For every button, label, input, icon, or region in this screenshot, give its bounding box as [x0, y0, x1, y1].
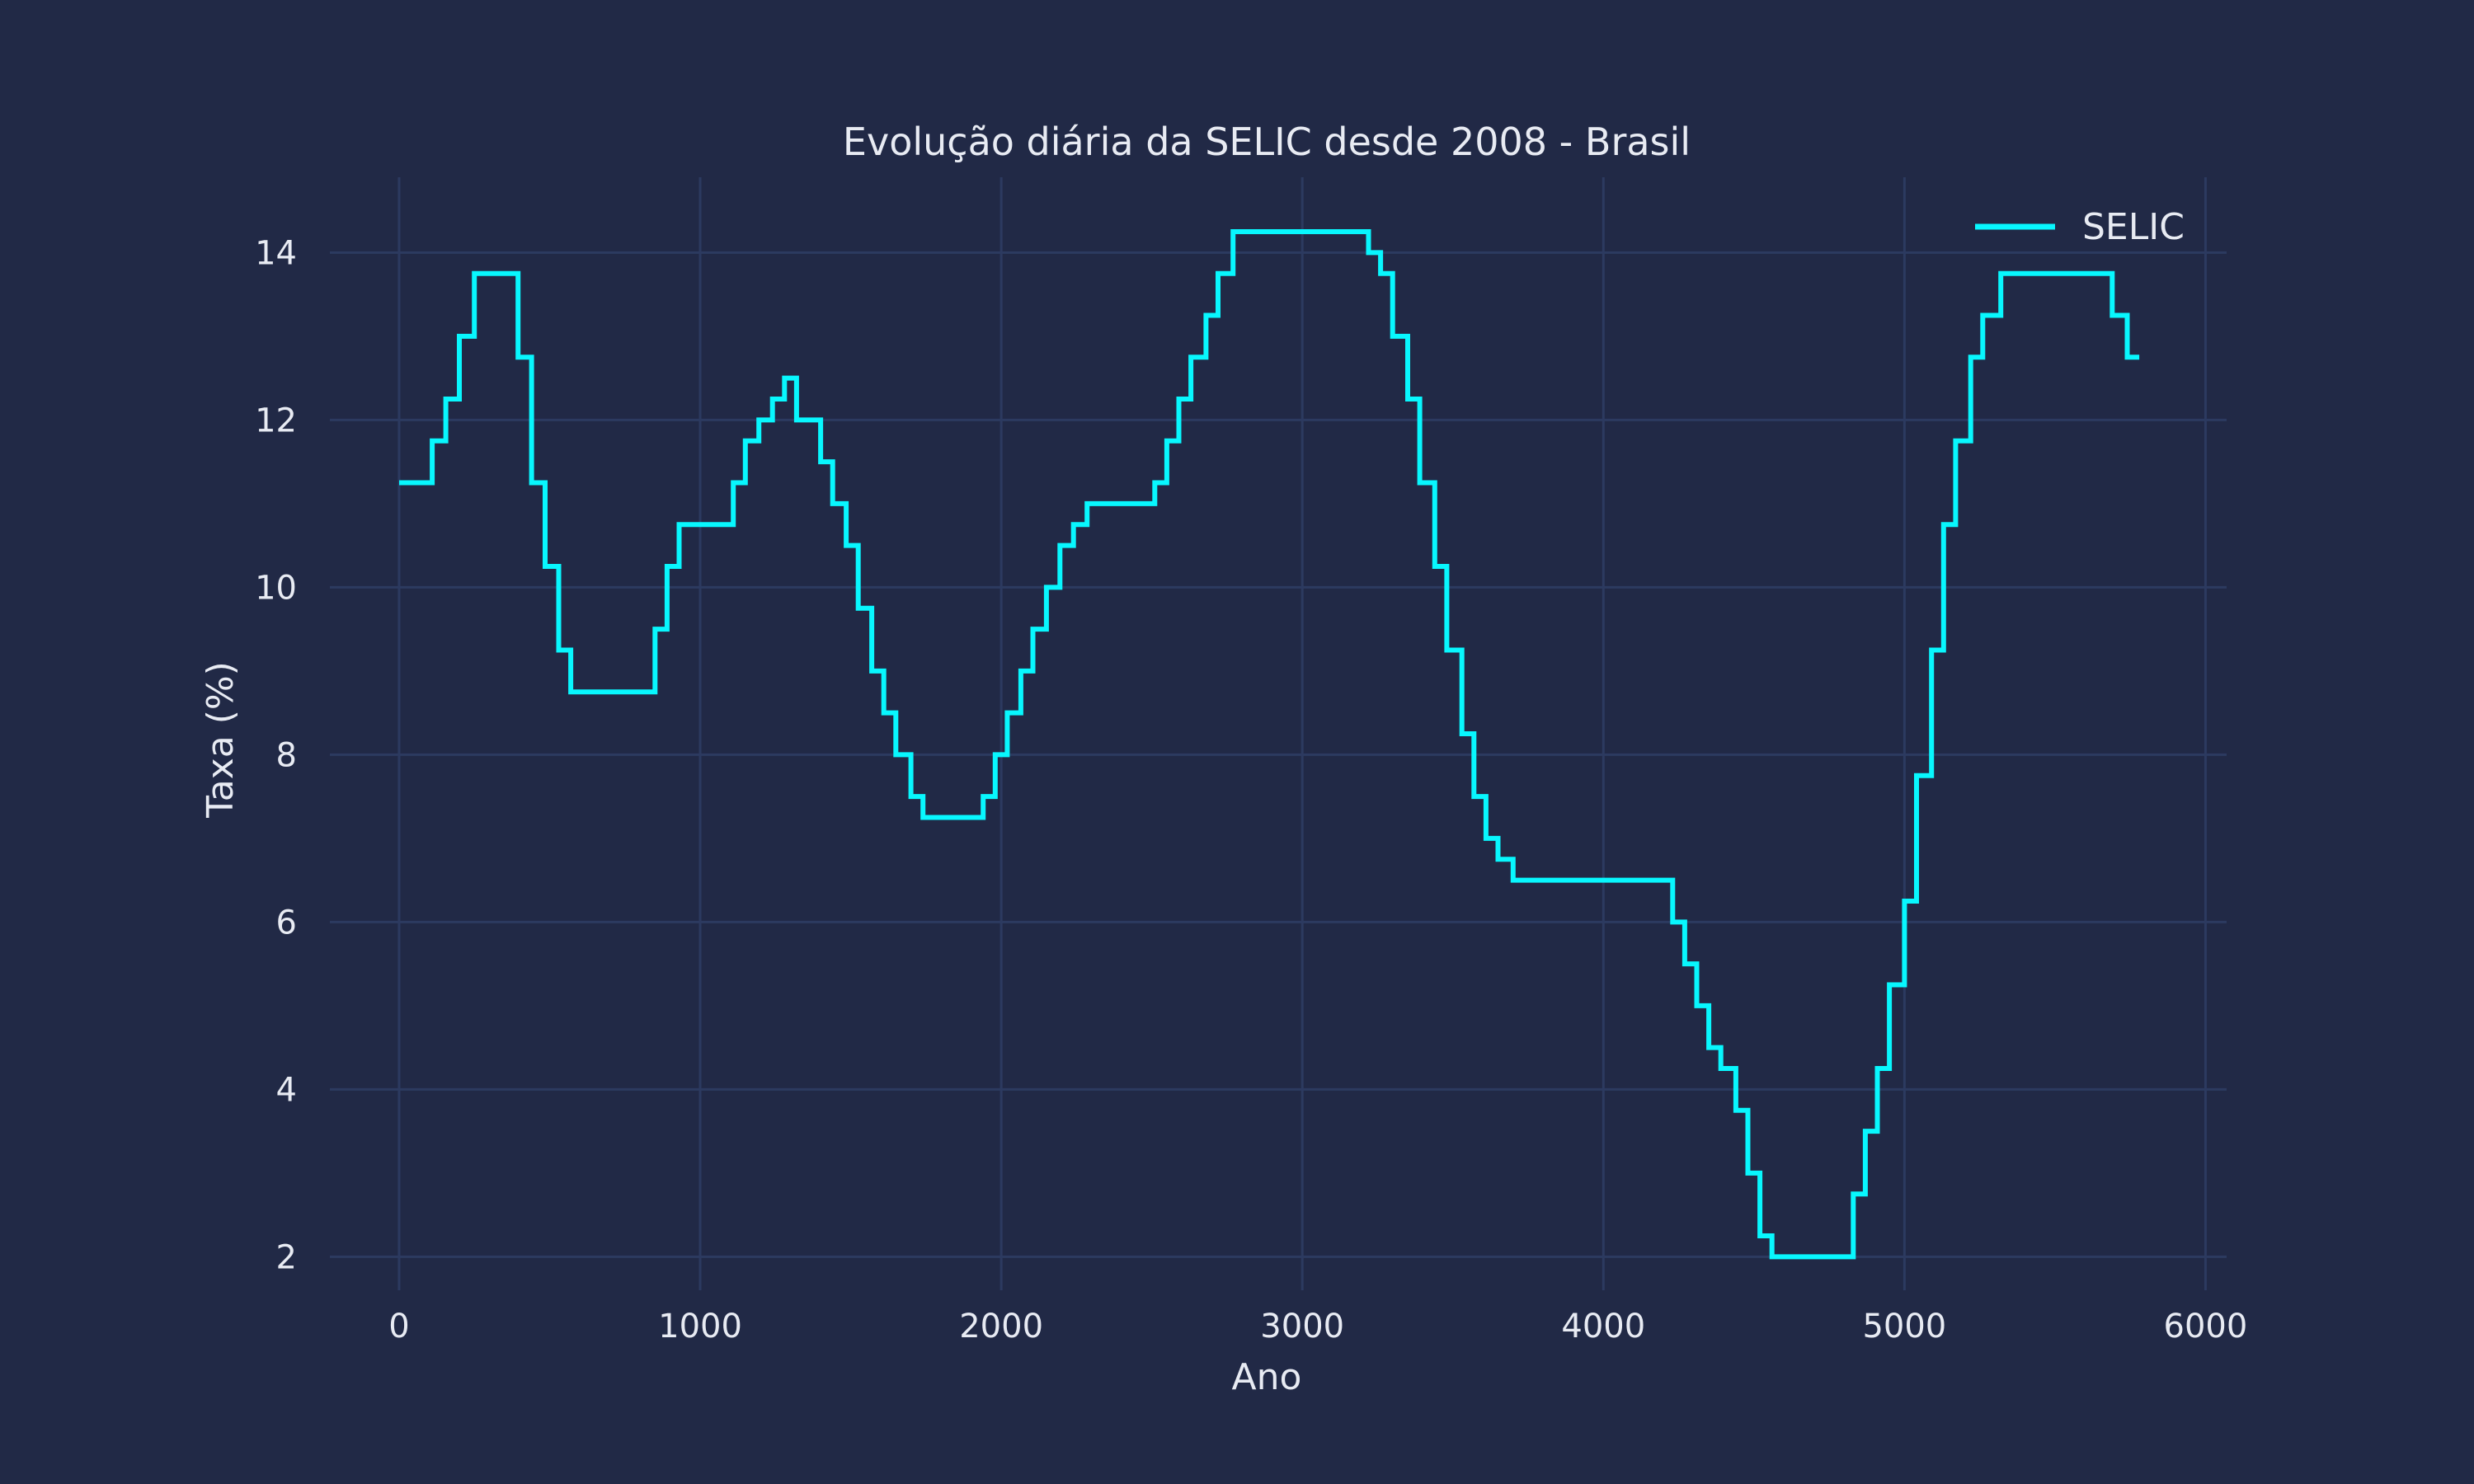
y-tick-label: 4 — [276, 1071, 297, 1109]
x-tick-label: 6000 — [2164, 1308, 2248, 1345]
x-tick-label: 2000 — [959, 1308, 1043, 1345]
chart-title: Evolução diária da SELIC desde 2008 - Br… — [843, 120, 1691, 164]
x-tick-label: 1000 — [658, 1308, 742, 1345]
y-tick-label: 2 — [276, 1238, 297, 1276]
y-tick-label: 8 — [276, 736, 297, 774]
legend: SELIC — [1975, 206, 2185, 248]
y-tick-label: 12 — [255, 402, 297, 439]
legend-label-selic: SELIC — [2082, 206, 2185, 248]
x-tick-label: 0 — [388, 1308, 409, 1345]
plot-area — [399, 229, 2140, 1260]
tick-labels: 0 1000 2000 3000 4000 5000 6000 2 4 6 8 10 12 14 — [255, 234, 2247, 1345]
grid — [330, 177, 2227, 1290]
y-tick-label: 6 — [276, 904, 297, 942]
x-tick-label: 3000 — [1260, 1308, 1344, 1345]
x-tick-label: 4000 — [1561, 1308, 1645, 1345]
x-tick-label: 5000 — [1862, 1308, 1946, 1345]
x-axis-label: Ano — [1232, 1356, 1302, 1398]
y-tick-label: 10 — [255, 569, 297, 607]
series-line-selic — [399, 229, 2140, 1260]
y-axis-label: Taxa (%) — [200, 661, 242, 819]
y-tick-label: 14 — [255, 234, 297, 272]
